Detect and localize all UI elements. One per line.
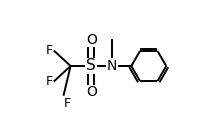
Text: N: N bbox=[107, 59, 117, 73]
Text: F: F bbox=[64, 97, 71, 110]
Text: O: O bbox=[86, 86, 97, 100]
Text: F: F bbox=[46, 44, 53, 57]
Text: S: S bbox=[86, 58, 96, 74]
Text: O: O bbox=[86, 32, 97, 46]
Text: F: F bbox=[46, 75, 53, 88]
